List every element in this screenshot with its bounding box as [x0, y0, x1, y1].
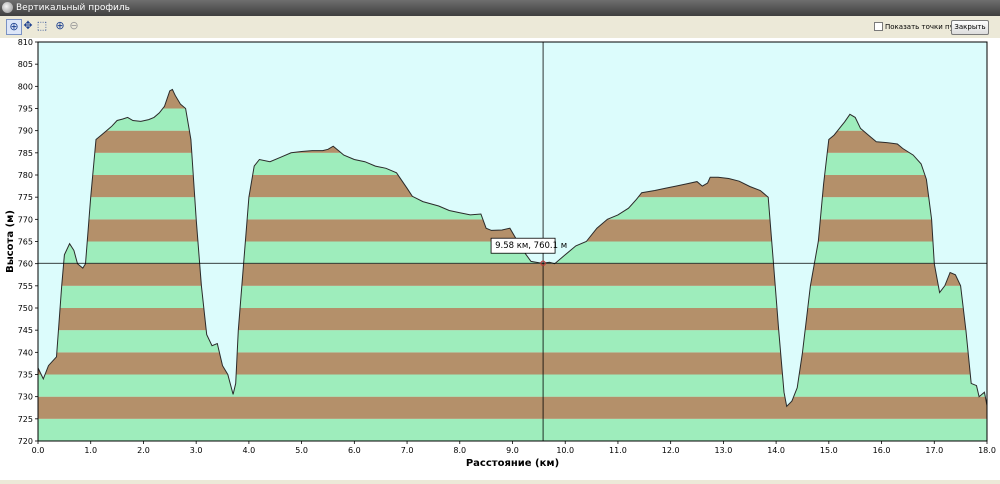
y-tick-label: 790 [18, 127, 33, 136]
zoom-area-icon[interactable]: ⬚ [36, 19, 48, 32]
x-tick-label: 16.0 [873, 446, 891, 455]
elevation-band [38, 396, 987, 419]
y-tick-label: 765 [18, 238, 33, 247]
x-tick-label: 12.0 [662, 446, 680, 455]
elevation-band [38, 263, 987, 286]
y-tick-label: 735 [18, 371, 33, 380]
x-tick-label: 0.0 [32, 446, 45, 455]
y-tick-label: 755 [18, 282, 33, 291]
chart-area: 0.0 1.0 2.0 3.0 4.0 5.0 6.0 7.0 8.0 9.0 10.0 11.0 12… [0, 38, 1000, 480]
y-tick-label: 745 [18, 326, 33, 335]
elevation-band [38, 352, 987, 375]
x-tick-label: 14.0 [767, 446, 785, 455]
cursor-marker [540, 260, 546, 266]
show-waypoints-label: Показать точки пути [885, 22, 963, 31]
crosshair-icon[interactable]: ⊕ [6, 19, 22, 35]
x-tick-label: 11.0 [609, 446, 627, 455]
x-tick-label: 2.0 [137, 446, 150, 455]
y-tick-label: 750 [18, 304, 33, 313]
x-axis-label: Расстояние (км) [466, 458, 559, 469]
x-tick-label: 9.0 [506, 446, 519, 455]
close-button[interactable]: Закрыть [951, 20, 989, 35]
y-tick-label: 775 [18, 193, 33, 202]
window-titlebar: Вертикальный профиль [0, 0, 1000, 16]
elevation-band [38, 418, 987, 441]
toolbar: ⊕ ✥ ⬚ ⊕ ⊖ [0, 16, 1000, 38]
cursor-readout-box [490, 237, 556, 254]
x-tick-label: 5.0 [295, 446, 308, 455]
x-axis: 0.0 1.0 2.0 3.0 4.0 5.0 6.0 7.0 8.0 9.0 10.0 11.0 12… [32, 441, 996, 455]
y-tick-label: 760 [18, 260, 33, 269]
x-tick-label: 8.0 [453, 446, 466, 455]
y-tick-label: 730 [18, 393, 33, 402]
elevation-band [38, 374, 987, 397]
x-tick-label: 4.0 [243, 446, 256, 455]
y-tick-label: 780 [18, 171, 33, 180]
y-tick-label: 720 [18, 437, 33, 446]
window-title: Вертикальный профиль [16, 3, 130, 13]
show-waypoints-checkbox[interactable] [874, 22, 883, 31]
y-tick-label: 800 [18, 82, 33, 91]
cursor-readout: 9.58 км, 760.1 м [490, 237, 567, 266]
profile-line [37, 88, 988, 408]
x-tick-label: 13.0 [714, 446, 732, 455]
elevation-band [38, 330, 987, 353]
elevation-chart[interactable]: 0.0 1.0 2.0 3.0 4.0 5.0 6.0 7.0 8.0 9.0 10.0 11.0 12… [0, 38, 1000, 480]
zoom-in-icon[interactable]: ⊕ [55, 19, 65, 32]
x-tick-label: 18.0 [978, 446, 996, 455]
y-tick-label: 805 [18, 60, 33, 69]
y-tick-label: 810 [18, 38, 33, 47]
show-waypoints-toggle[interactable]: Показать точки пути [874, 22, 962, 31]
y-tick-label: 770 [18, 215, 33, 224]
cursor-readout-label: 9.58 км, 760.1 м [495, 241, 567, 251]
x-tick-label: 15.0 [820, 446, 838, 455]
x-tick-label: 3.0 [190, 446, 203, 455]
x-tick-label: 6.0 [348, 446, 361, 455]
y-tick-label: 795 [18, 105, 33, 114]
move-icon[interactable]: ✥ [23, 19, 33, 32]
elevation-band [38, 285, 987, 308]
elevation-band [38, 308, 987, 331]
y-axis-label: Высота (м) [5, 210, 16, 273]
app-icon [2, 2, 13, 13]
x-tick-label: 17.0 [925, 446, 943, 455]
y-tick-label: 785 [18, 149, 33, 158]
y-tick-label: 740 [18, 348, 33, 357]
y-tick-label: 725 [18, 415, 33, 424]
x-tick-label: 10.0 [556, 446, 574, 455]
x-tick-label: 1.0 [84, 446, 97, 455]
x-tick-label: 7.0 [401, 446, 414, 455]
y-axis: 720 725 730 735 740 745 750 755 760 765 770 775 780 7… [18, 38, 38, 446]
zoom-out-icon[interactable]: ⊖ [69, 19, 79, 32]
